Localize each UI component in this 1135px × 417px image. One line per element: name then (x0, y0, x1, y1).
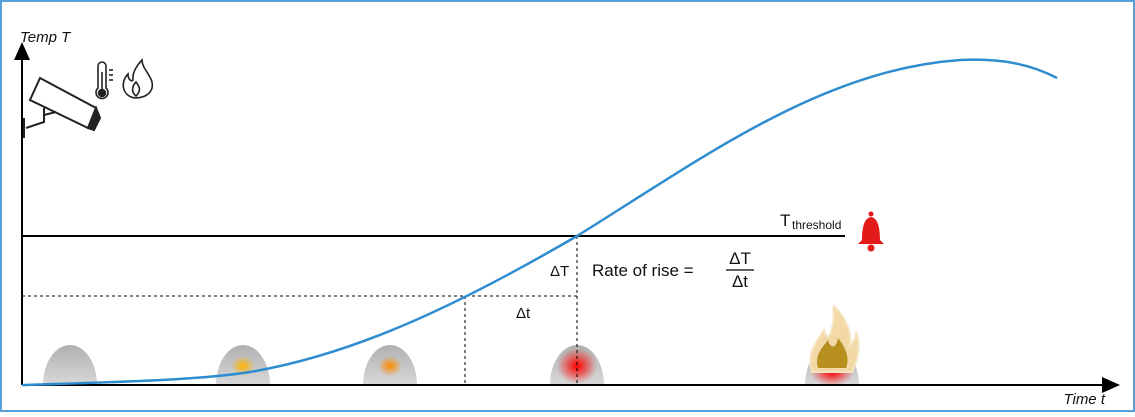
guides (22, 236, 578, 385)
delta-T-label: ΔT (550, 263, 569, 280)
flame-icon (122, 58, 154, 99)
threshold-subscript: threshold (792, 218, 841, 232)
rate-label: Rate of rise = (592, 261, 694, 280)
alarm-bell (858, 211, 884, 252)
camera-icon (23, 76, 102, 138)
threshold-symbol: T (780, 211, 790, 230)
x-axis-label: Time t (1063, 391, 1105, 408)
thermometer-icon (95, 61, 113, 100)
temperature-curve (21, 58, 1058, 387)
rate-denominator: Δt (732, 272, 748, 291)
rate-numerator: ΔT (729, 249, 751, 268)
delta-t-label: Δt (516, 305, 531, 322)
y-axis-label: Temp T (20, 29, 72, 46)
